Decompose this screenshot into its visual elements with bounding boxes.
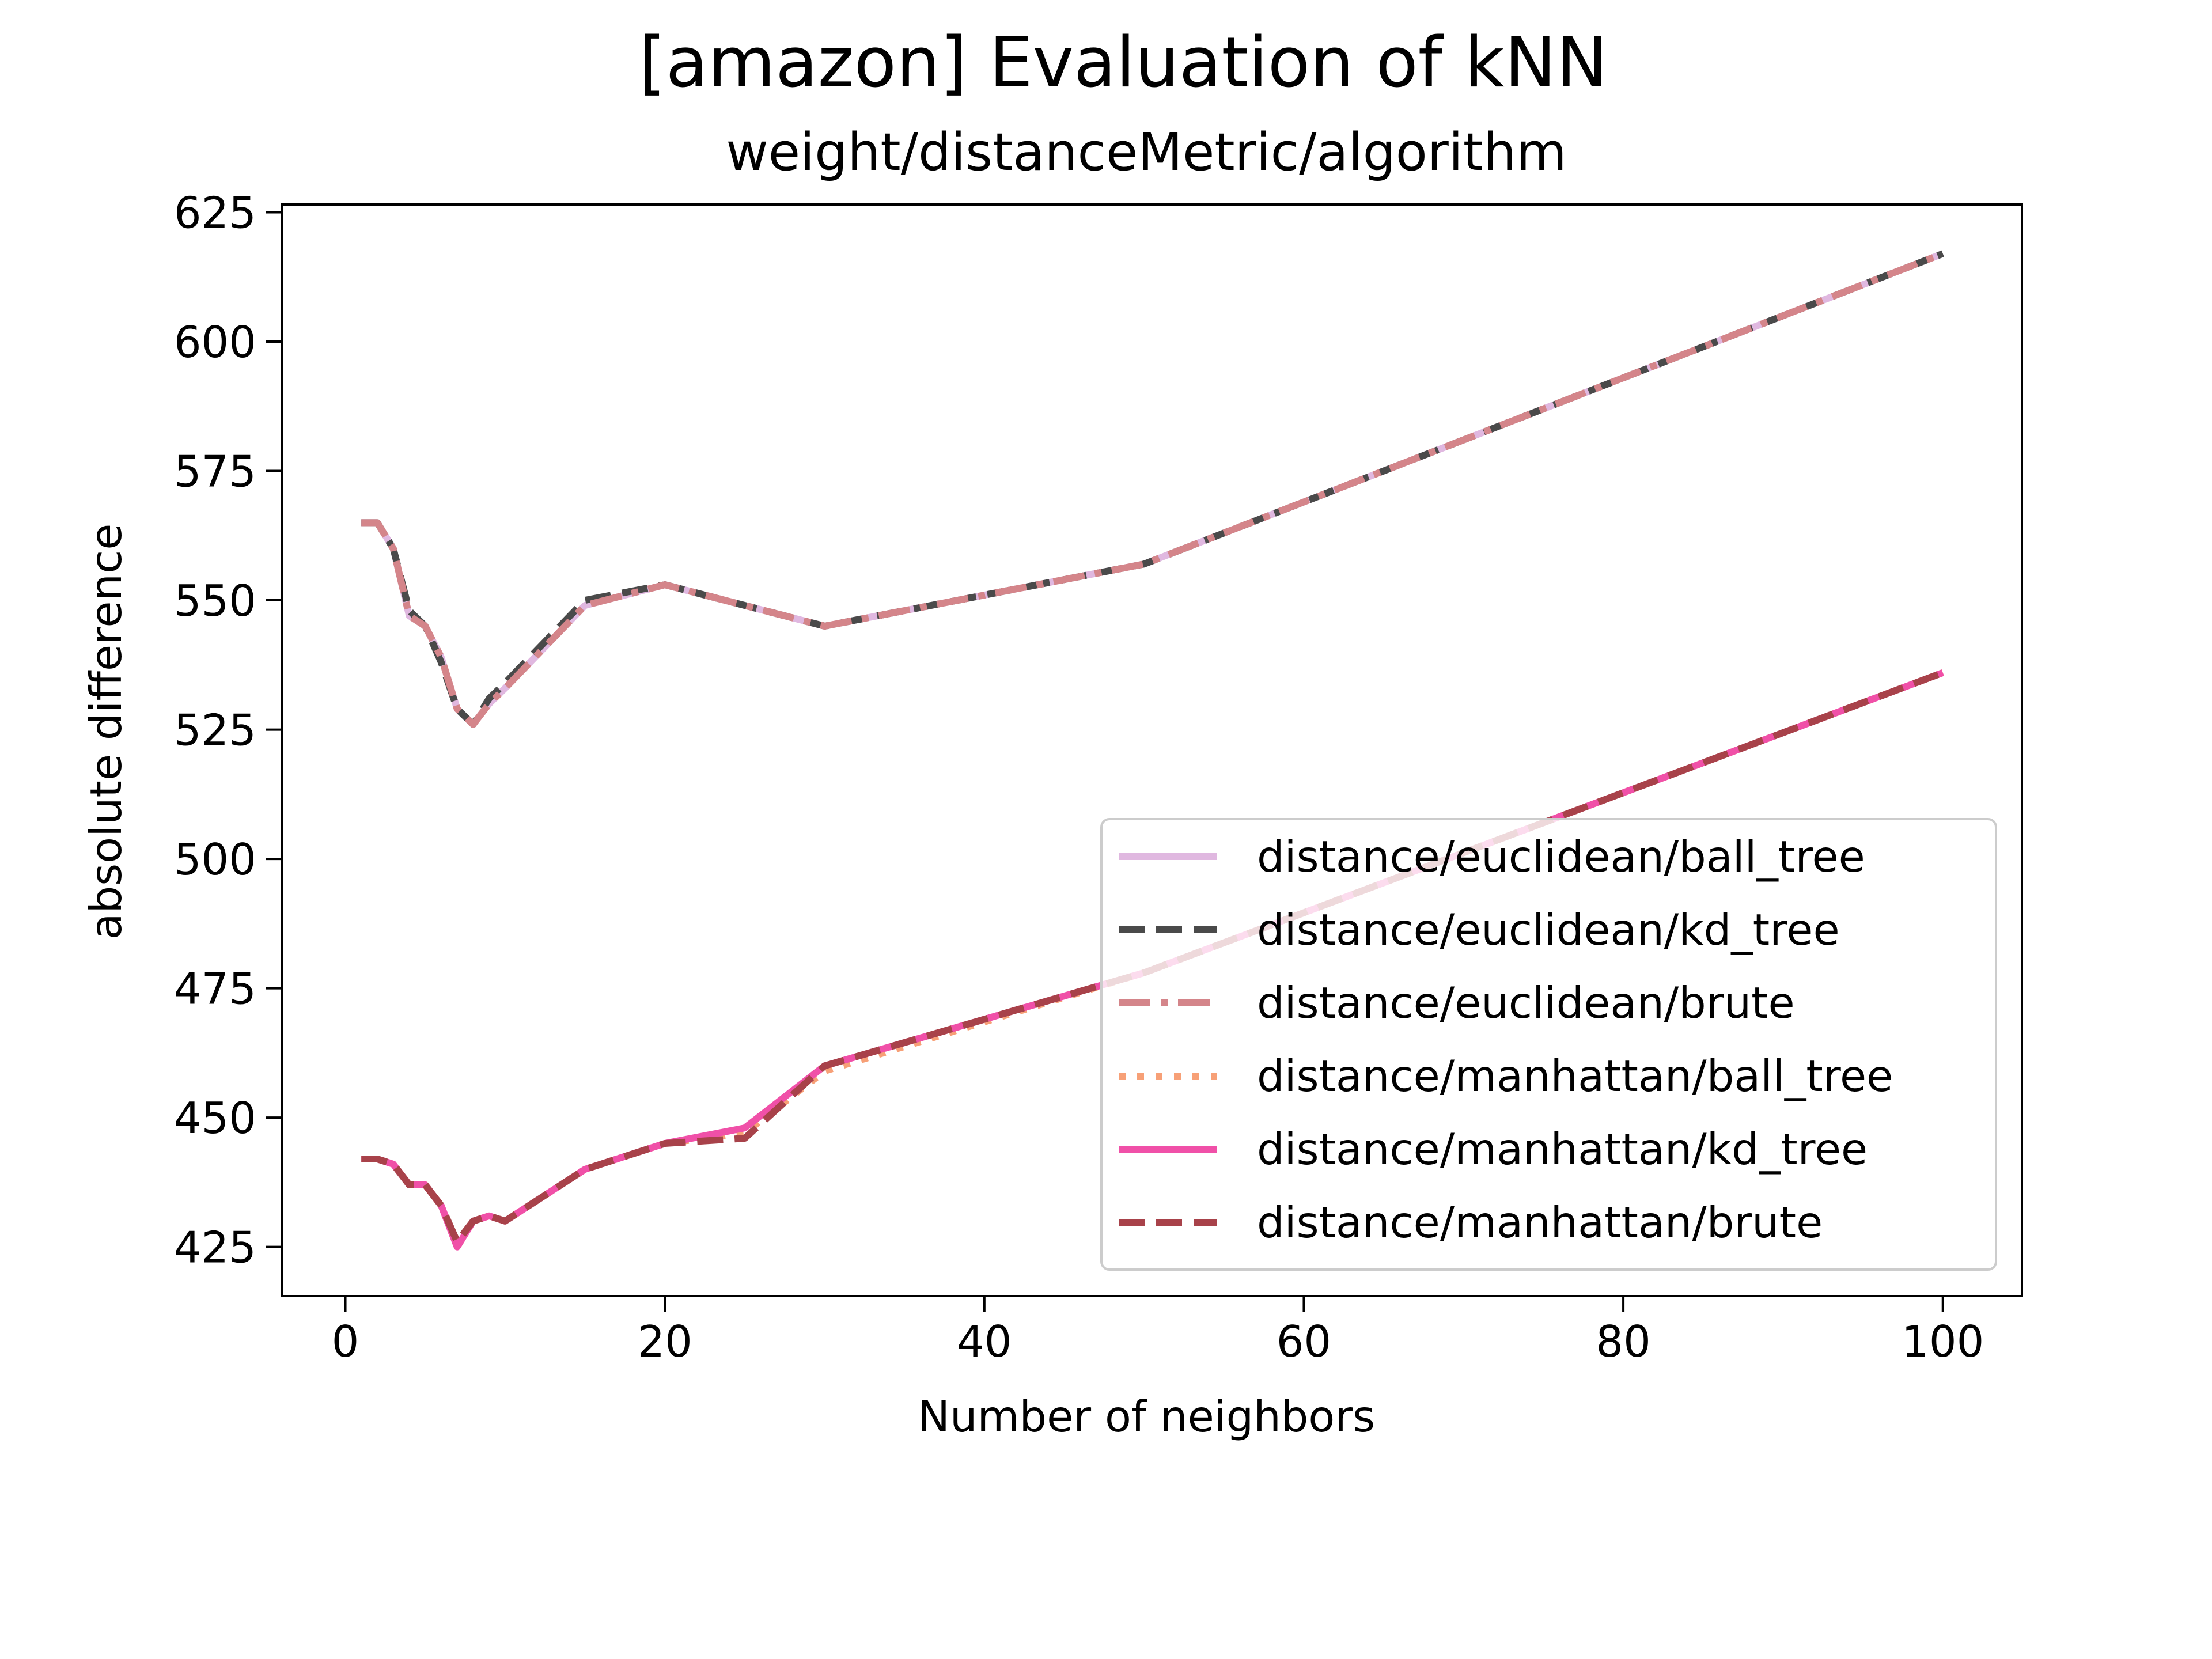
- y-tick-label: 450: [174, 1093, 256, 1143]
- x-axis: 0 20 40 60 80 100: [332, 1296, 1984, 1367]
- plot-frame: [281, 203, 2023, 1297]
- x-tick-label: 0: [332, 1316, 359, 1367]
- chart-title: [amazon] Evaluation of kNN: [639, 23, 1608, 103]
- y-tick-label: 525: [174, 705, 256, 756]
- legend-label: distance/euclidean/ball_tree: [1257, 831, 1865, 882]
- x-tick-label: 80: [1596, 1316, 1650, 1367]
- x-tick-label: 40: [957, 1316, 1012, 1367]
- y-tick-label: 600: [174, 317, 256, 368]
- x-tick-label: 100: [1902, 1316, 1984, 1367]
- x-axis-label: Number of neighbors: [918, 1391, 1375, 1442]
- y-tick-label: 575: [174, 446, 256, 497]
- legend-label: distance/euclidean/brute: [1257, 978, 1795, 1028]
- series-line-2: [361, 250, 1944, 728]
- y-tick-label: 475: [174, 964, 256, 1014]
- legend-label: distance/manhattan/brute: [1257, 1197, 1823, 1248]
- series-layer: [361, 250, 1944, 1251]
- y-tick-label: 425: [174, 1222, 256, 1273]
- series-line-5: [361, 669, 1944, 1245]
- y-tick-label: 550: [174, 575, 256, 626]
- chart-subtitle: weight/distanceMetric/algorithm: [726, 122, 1567, 183]
- y-tick-label: 500: [174, 834, 256, 885]
- series-line-3: [361, 669, 1944, 1251]
- legend-label: distance/manhattan/ball_tree: [1257, 1051, 1893, 1101]
- legend: distance/euclidean/ball_tree distance/euc…: [1100, 818, 1997, 1271]
- y-axis-label: absolute difference: [81, 524, 131, 940]
- legend-label: distance/manhattan/kd_tree: [1257, 1124, 1868, 1175]
- y-axis: 425 450 475 500 525 550 575 600 625: [174, 187, 282, 1273]
- x-tick-label: 60: [1277, 1316, 1331, 1367]
- legend-label: distance/euclidean/kd_tree: [1257, 904, 1840, 955]
- x-tick-label: 20: [637, 1316, 692, 1367]
- y-tick-label: 625: [174, 187, 256, 238]
- legend-box: [1100, 818, 1997, 1271]
